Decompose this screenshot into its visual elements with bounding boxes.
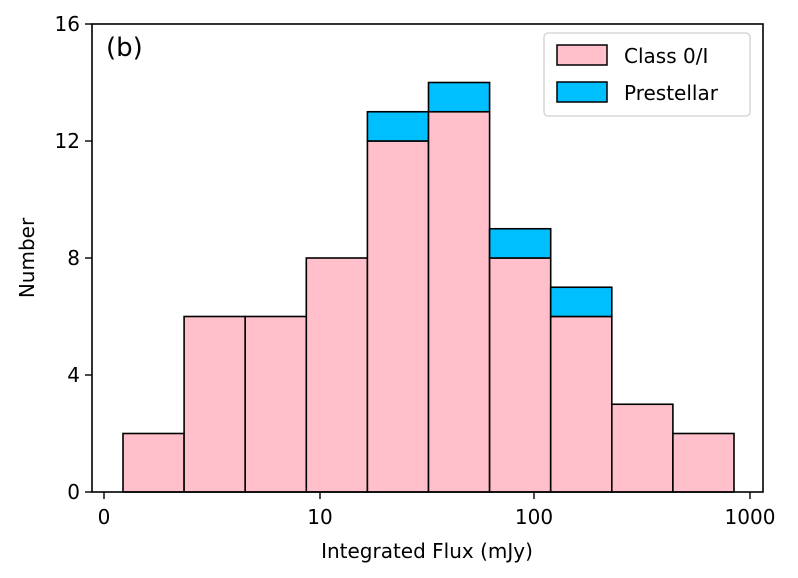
x-axis-label: Integrated Flux (mJy): [321, 539, 533, 563]
bar-class01-5: [427, 110, 491, 493]
bar-class01-7: [549, 315, 613, 493]
bar-prestellar-7: [549, 286, 613, 318]
bar-class01-9: [672, 432, 735, 493]
bar-class01-0: [122, 432, 185, 493]
y-tick-label-0: 0: [67, 480, 80, 504]
bar-class01-6: [488, 257, 552, 493]
x-tick-label-3: 1000: [725, 505, 776, 529]
legend: Class 0/I Prestellar: [543, 32, 751, 117]
bar-prestellar-6: [488, 227, 552, 259]
bar-class01-3: [305, 257, 369, 493]
y-tick-label-3: 12: [55, 129, 80, 153]
panel-label: (b): [106, 33, 143, 63]
bars-group: [122, 81, 735, 493]
y-axis-label: Number: [15, 217, 39, 298]
x-tick-label-1: 10: [307, 505, 332, 529]
bar-class01-2: [244, 315, 308, 493]
y-tick-label-1: 4: [67, 363, 80, 387]
x-tick-label-0: 0: [98, 505, 111, 529]
bar-prestellar-4: [366, 110, 430, 142]
legend-swatch-prestellar: [556, 81, 608, 103]
bar-class01-4: [366, 140, 430, 493]
bar-prestellar-5: [427, 81, 491, 113]
y-tick-label-4: 16: [55, 12, 80, 36]
bar-class01-8: [610, 403, 674, 493]
legend-swatch-class01: [556, 44, 608, 66]
y-tick-label-2: 8: [67, 246, 80, 270]
y-axis: 0 4 8 12 16: [55, 12, 92, 504]
bar-class01-1: [183, 315, 247, 493]
x-axis: 0 10 100 1000: [98, 492, 776, 529]
legend-label-class01: Class 0/I: [624, 44, 708, 68]
x-tick-label-2: 100: [515, 505, 553, 529]
legend-label-prestellar: Prestellar: [624, 81, 719, 105]
